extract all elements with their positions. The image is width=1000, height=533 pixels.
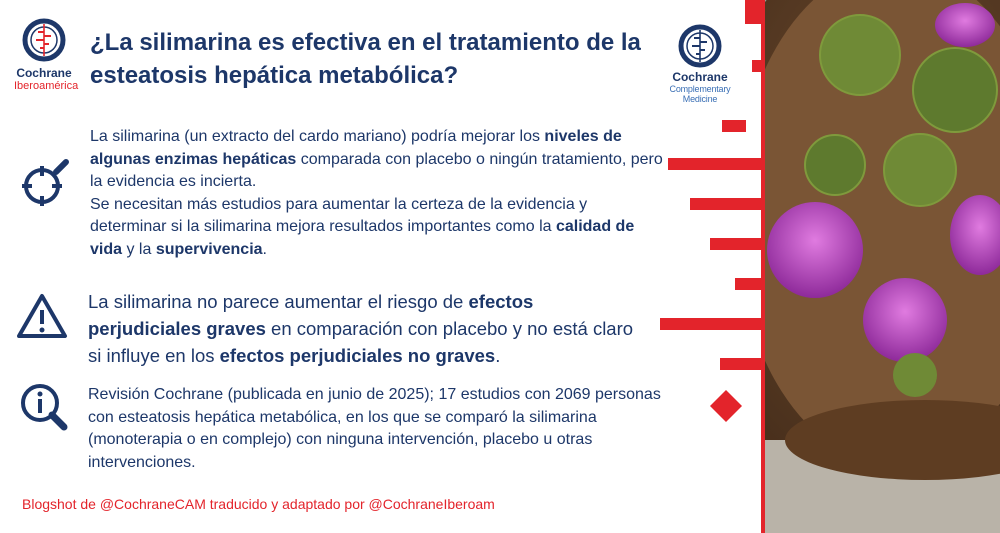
text: . [495,345,501,366]
logo-name: Cochrane [16,66,72,80]
paragraph: Se necesitan más estudios para aumentar … [90,194,665,262]
icon-info [21,384,68,431]
paragraph: Revisión Cochrane (publicada en junio de… [88,384,668,474]
paragraph: La silimarina (un extracto del cardo mar… [90,126,665,194]
text: La silimarina no parece aumentar el ries… [88,291,469,312]
bold-text: niveles de algunas enzimas hepáticas [90,128,622,168]
title: ¿La silimarina es efectiva en el tratami… [90,29,641,89]
text: Revisión Cochrane (publicada en junio de… [88,386,661,471]
bold-text: efectos perjudiciales graves [88,291,534,339]
logo-cochrane-iberoamerica: Cochrane Iberoamérica [14,16,79,92]
text: Se necesitan más estudios para aumentar … [90,195,588,236]
text: en comparación con placebo y no está cla… [88,318,634,366]
section-review: Revisión Cochrane (publicada en junio de… [88,384,668,474]
red-line-decoration [660,0,765,533]
logo-icon [678,24,722,68]
text: La silimarina (un extracto del cardo mar… [90,128,545,145]
logo-cochrane-cam: Cochrane Complementary Medicine [652,22,748,104]
text: comparada con placebo o ningún tratamien… [90,150,663,191]
footer: Blogshot de @CochraneCAM traducido y ada… [22,496,495,512]
bold-text: calidad de vida [90,218,635,258]
section-harms: La silimarina no parece aumentar el ries… [88,288,648,369]
logo-name: Cochrane [672,70,728,84]
icon-target [22,159,69,206]
text: y la [122,240,156,258]
text: . [262,240,267,258]
icon-warning [17,294,67,338]
paragraph: La silimarina no parece aumentar el ries… [88,288,648,369]
logo-sub: Complementary Medicine [669,84,731,104]
section-enzymes: La silimarina (un extracto del cardo mar… [90,126,665,261]
bold-text: supervivencia [155,240,263,258]
logo-icon [22,18,66,62]
thistle-photo [765,0,1000,533]
logo-sub: Iberoamérica [14,80,79,92]
bold-text: efectos perjudiciales no graves [219,345,496,366]
